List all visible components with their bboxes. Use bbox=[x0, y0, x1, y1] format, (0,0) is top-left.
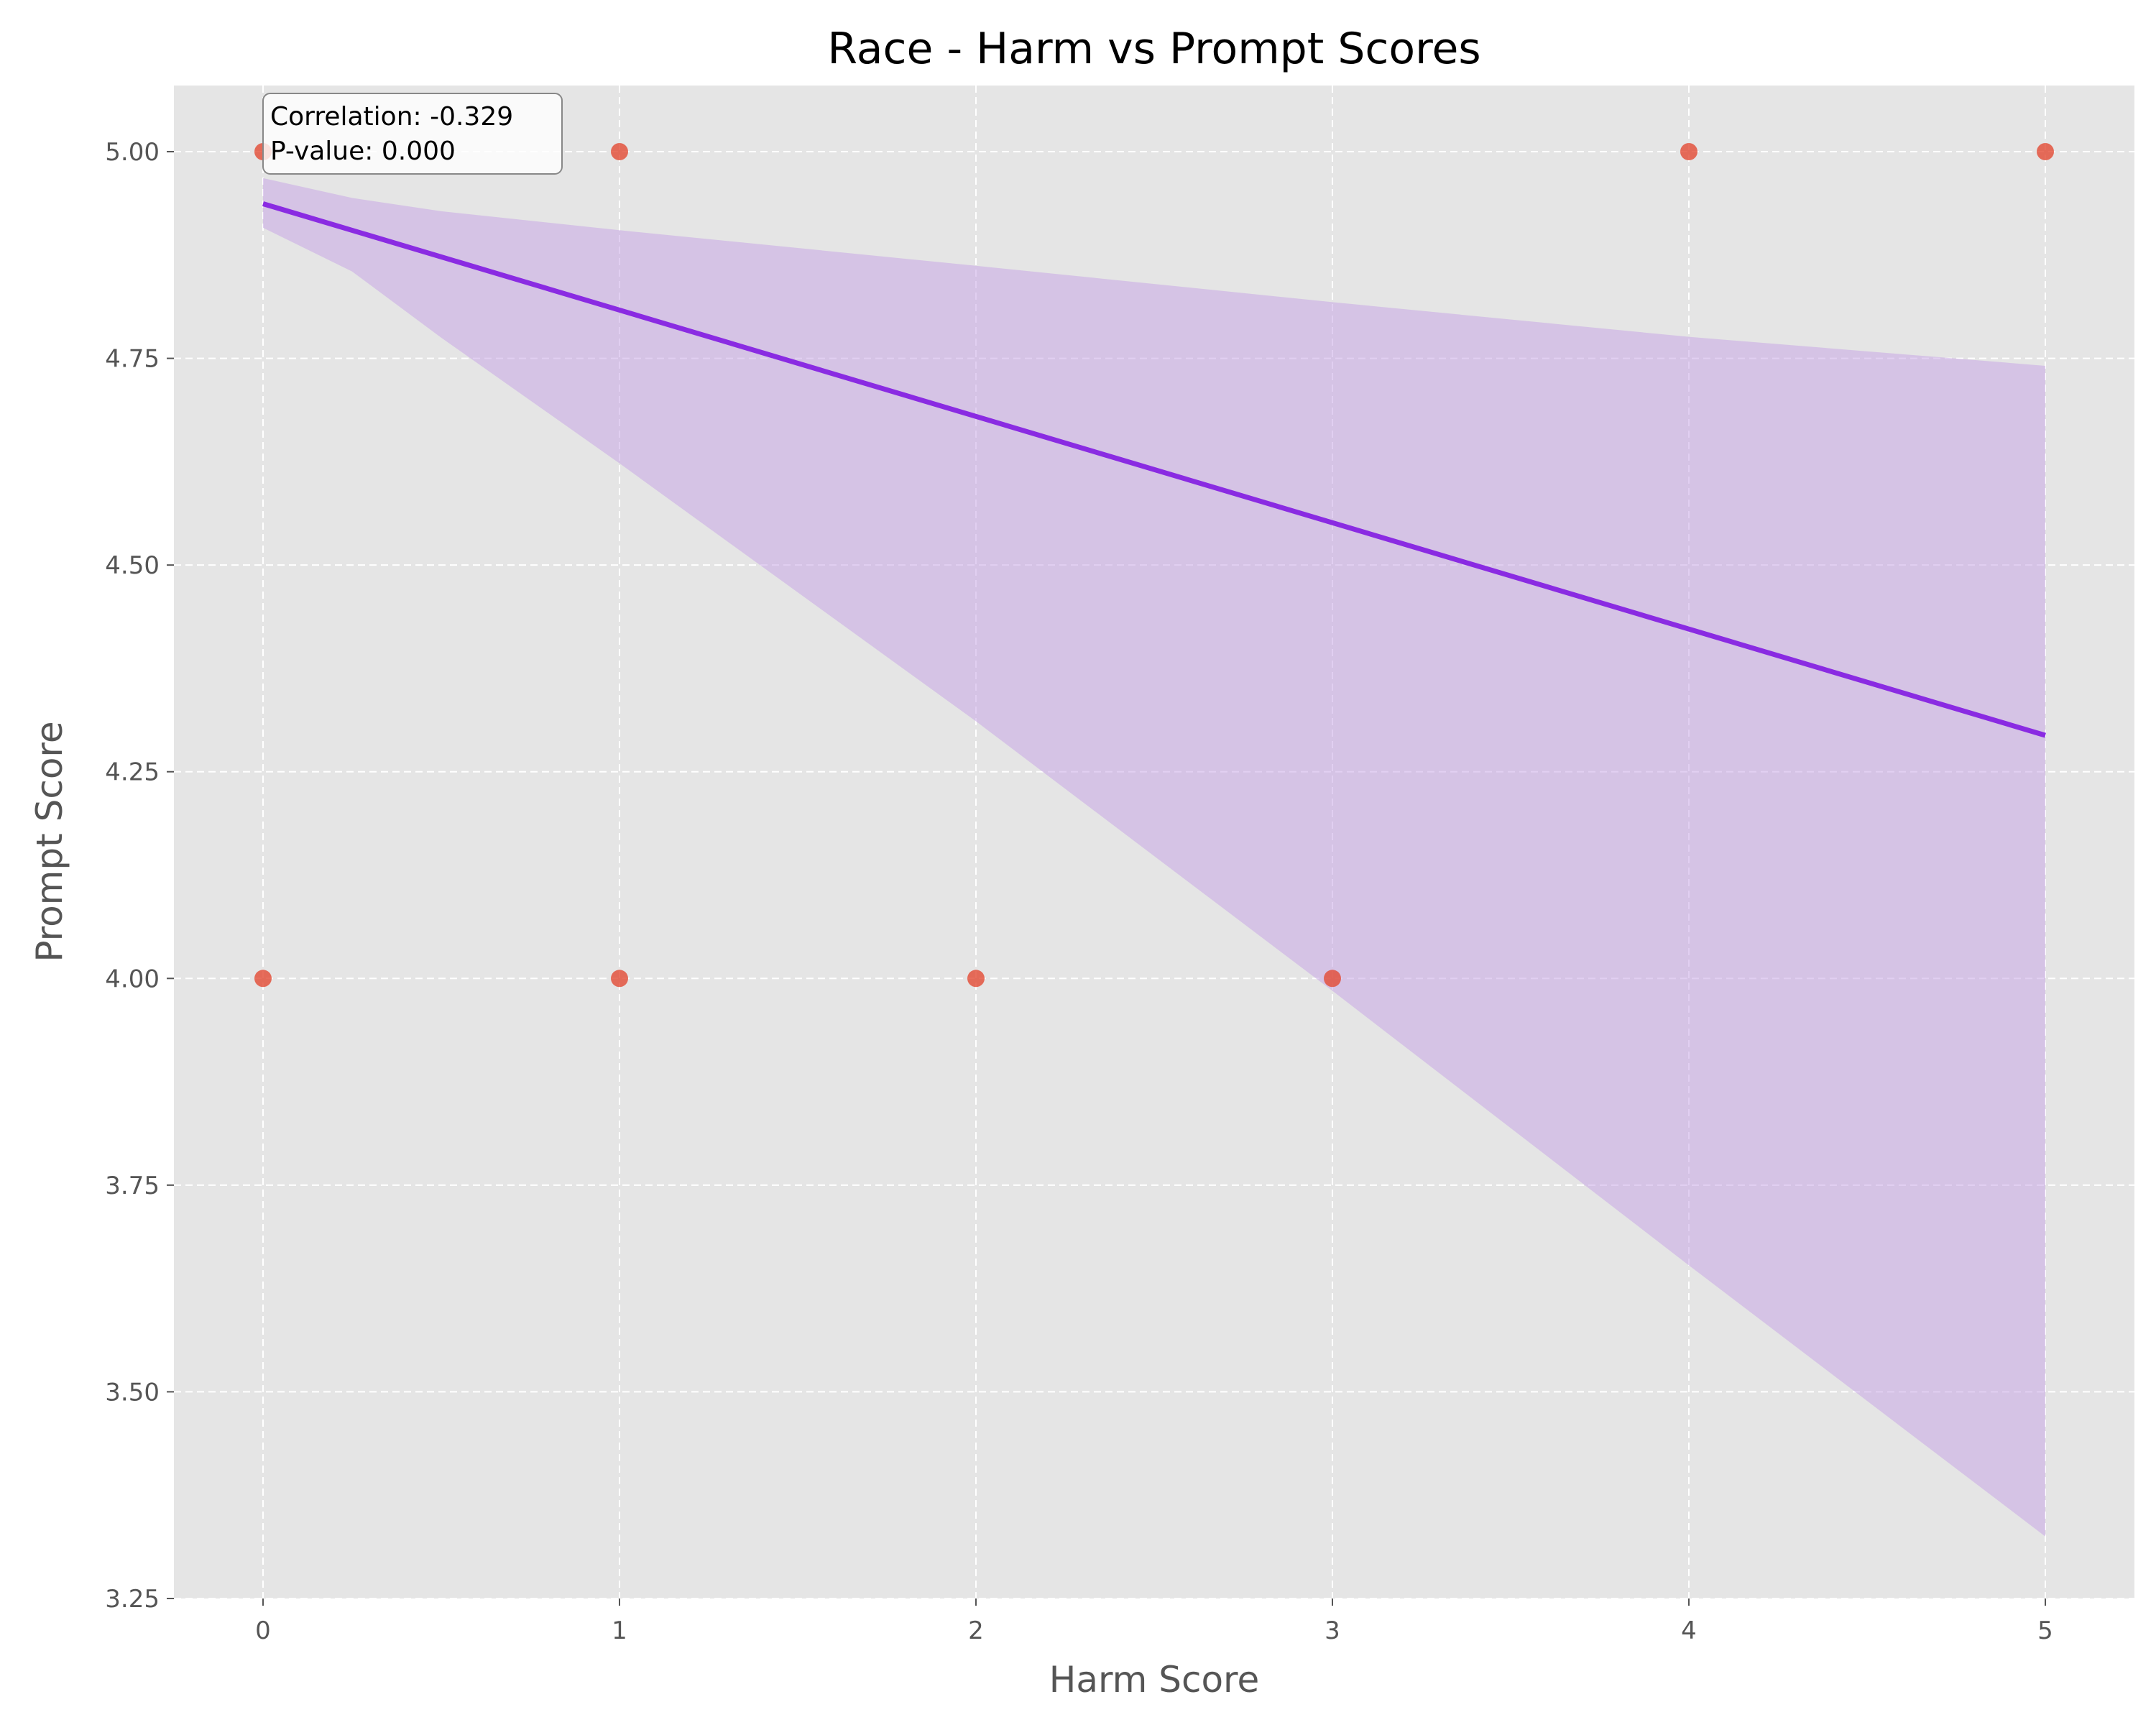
y-tick-label: 4.50 bbox=[105, 551, 160, 580]
x-tick-label: 3 bbox=[1325, 1616, 1340, 1645]
y-axis-ticks: 3.25 3.50 3.75 4.00 4.25 4.50 4.75 5.00 bbox=[105, 138, 174, 1614]
y-tick-label: 3.50 bbox=[105, 1378, 160, 1407]
regression-line bbox=[262, 201, 2047, 738]
y-tick-label: 4.75 bbox=[105, 345, 160, 374]
stats-annotation: Correlation: -0.329 P-value: 0.000 bbox=[262, 93, 563, 175]
y-tick-label: 3.25 bbox=[105, 1585, 160, 1614]
y-tick-label: 4.00 bbox=[105, 965, 160, 993]
x-tick-label: 4 bbox=[1681, 1616, 1697, 1645]
y-tick-label: 4.25 bbox=[105, 758, 160, 787]
y-axis-label: Prompt Score bbox=[29, 721, 70, 962]
x-tick-label: 2 bbox=[968, 1616, 984, 1645]
x-axis-ticks: 0 1 2 3 4 5 bbox=[255, 1598, 2053, 1645]
data-point bbox=[1680, 143, 1697, 161]
pvalue-text: P-value: 0.000 bbox=[270, 137, 456, 166]
data-point bbox=[254, 970, 272, 988]
annotation-box bbox=[262, 93, 563, 175]
data-point bbox=[2037, 143, 2054, 161]
x-tick-label: 1 bbox=[612, 1616, 627, 1645]
data-point bbox=[967, 970, 985, 988]
y-tick-label: 5.00 bbox=[105, 138, 160, 167]
data-point bbox=[1324, 970, 1341, 988]
x-tick-label: 5 bbox=[2037, 1616, 2053, 1645]
y-tick-label: 3.75 bbox=[105, 1172, 160, 1200]
correlation-text: Correlation: -0.329 bbox=[270, 102, 513, 132]
confidence-band bbox=[263, 178, 2045, 1537]
chart-title: Race - Harm vs Prompt Scores bbox=[827, 24, 1480, 74]
x-axis-label: Harm Score bbox=[1049, 1659, 1260, 1701]
data-point bbox=[611, 970, 628, 988]
data-point bbox=[611, 143, 628, 161]
x-tick-label: 0 bbox=[255, 1616, 271, 1645]
